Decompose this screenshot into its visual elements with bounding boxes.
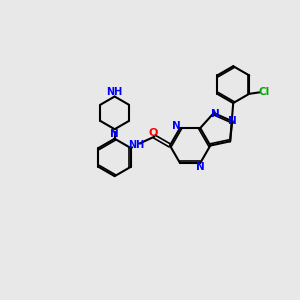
Text: N: N: [228, 116, 237, 126]
Text: NH: NH: [106, 87, 123, 97]
Text: N: N: [110, 129, 119, 139]
Text: Cl: Cl: [258, 87, 270, 97]
Text: O: O: [148, 128, 158, 138]
Text: N: N: [211, 109, 220, 118]
Text: NH: NH: [128, 140, 144, 150]
Text: N: N: [196, 162, 205, 172]
Text: N: N: [172, 121, 181, 131]
